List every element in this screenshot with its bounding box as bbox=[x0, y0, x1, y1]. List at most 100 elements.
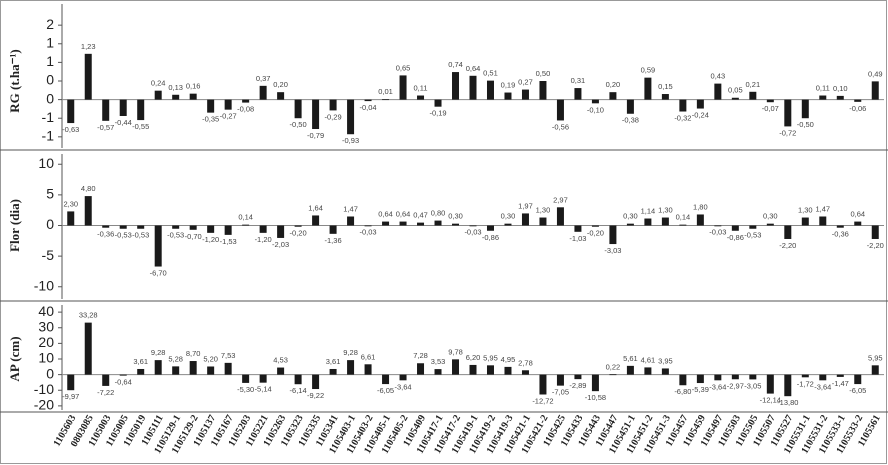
value-label: 7,28 bbox=[413, 351, 428, 360]
bar bbox=[137, 99, 145, 121]
value-label: 1,23 bbox=[81, 42, 96, 51]
bar bbox=[119, 374, 127, 376]
bar bbox=[801, 99, 809, 119]
bar bbox=[854, 221, 862, 226]
bar bbox=[749, 374, 757, 380]
value-label: 0,19 bbox=[501, 81, 516, 90]
bar bbox=[714, 83, 722, 100]
value-label: -0,20 bbox=[587, 229, 604, 238]
value-label: 33,28 bbox=[79, 311, 98, 320]
bar bbox=[102, 225, 110, 228]
bar bbox=[102, 374, 110, 386]
value-label: -0,38 bbox=[622, 116, 639, 125]
value-label: -0,44 bbox=[115, 118, 132, 127]
value-label: 1,80 bbox=[693, 202, 708, 211]
value-label: 0,74 bbox=[448, 60, 463, 69]
value-label: 0,59 bbox=[641, 66, 656, 75]
value-label: -1,20 bbox=[202, 235, 219, 244]
value-label: 0,64 bbox=[466, 64, 481, 73]
y-tick-label: 20 bbox=[38, 334, 54, 350]
value-label: 1,97 bbox=[518, 201, 533, 210]
bar bbox=[644, 367, 652, 375]
value-label: -0,70 bbox=[185, 232, 202, 241]
value-label: 0,64 bbox=[378, 210, 393, 219]
value-label: 6,20 bbox=[466, 353, 481, 362]
bar bbox=[312, 99, 320, 130]
bar bbox=[504, 366, 512, 375]
bar bbox=[591, 99, 599, 104]
bar bbox=[784, 225, 792, 239]
value-label: 0,10 bbox=[833, 84, 848, 93]
value-label: -0,06 bbox=[849, 104, 866, 113]
bar bbox=[836, 374, 844, 377]
value-label: 0,15 bbox=[658, 82, 673, 91]
value-label: -1,47 bbox=[832, 379, 849, 388]
bar bbox=[871, 225, 879, 239]
value-label: 0,51 bbox=[483, 69, 498, 78]
bar bbox=[102, 99, 110, 121]
value-label: -7,22 bbox=[97, 388, 114, 397]
bar bbox=[364, 99, 372, 102]
bar bbox=[556, 374, 564, 386]
bar bbox=[259, 85, 267, 100]
value-label: -5,30 bbox=[237, 385, 254, 394]
bar bbox=[574, 225, 582, 232]
y-tick-label: 0 bbox=[46, 216, 54, 232]
bar bbox=[626, 223, 634, 226]
y-tick-label: 0 bbox=[46, 90, 54, 106]
value-label: -0,50 bbox=[290, 120, 307, 129]
value-label: 0,80 bbox=[431, 209, 446, 218]
value-label: -5,39 bbox=[692, 385, 709, 394]
bar bbox=[784, 374, 792, 397]
bar bbox=[67, 211, 75, 226]
bar bbox=[836, 225, 844, 228]
y-tick-label: -10 bbox=[34, 277, 54, 293]
value-label: 0,64 bbox=[396, 210, 411, 219]
value-label: 0,65 bbox=[396, 63, 411, 72]
bar bbox=[137, 368, 145, 375]
value-label: -0,04 bbox=[360, 103, 377, 112]
value-label: 0,47 bbox=[413, 211, 428, 220]
value-label: 7,53 bbox=[221, 351, 236, 360]
bar bbox=[539, 81, 547, 100]
bar bbox=[189, 93, 197, 100]
value-label: -0,64 bbox=[115, 378, 132, 387]
bar bbox=[784, 99, 792, 127]
value-label: 1,30 bbox=[536, 206, 551, 215]
value-label: 0,64 bbox=[850, 210, 865, 219]
y-tick-label: 1 bbox=[46, 53, 54, 69]
value-label: 0,20 bbox=[273, 80, 288, 89]
y-tick-label: 1 bbox=[46, 34, 54, 50]
bar bbox=[609, 374, 617, 376]
value-label: 0,30 bbox=[623, 212, 638, 221]
bar bbox=[486, 80, 494, 100]
y-axis-label: RG (t.ha⁻¹) bbox=[7, 49, 22, 112]
value-label: -0,63 bbox=[62, 125, 79, 134]
value-label: 5,95 bbox=[483, 353, 498, 362]
bar bbox=[661, 217, 669, 226]
bar bbox=[242, 224, 250, 226]
value-label: 1,30 bbox=[658, 206, 673, 215]
value-label: 9,78 bbox=[448, 347, 463, 356]
bar bbox=[67, 99, 75, 124]
value-label: 0,20 bbox=[606, 80, 621, 89]
bar bbox=[836, 95, 844, 100]
bar bbox=[854, 99, 862, 102]
value-label: 0,16 bbox=[186, 82, 201, 91]
bar bbox=[277, 367, 285, 375]
bar bbox=[434, 369, 442, 375]
bar bbox=[84, 322, 92, 375]
bar bbox=[556, 207, 564, 226]
bar bbox=[259, 374, 267, 383]
bar bbox=[434, 99, 442, 107]
y-tick-label: -20 bbox=[34, 397, 54, 413]
value-label: -10,58 bbox=[585, 393, 606, 402]
bar bbox=[469, 364, 477, 375]
bar bbox=[521, 370, 529, 375]
bar bbox=[749, 225, 757, 229]
bar bbox=[277, 225, 285, 238]
value-label: 0,27 bbox=[518, 78, 533, 87]
bar bbox=[242, 99, 250, 103]
bar bbox=[854, 374, 862, 385]
bar bbox=[731, 374, 739, 380]
